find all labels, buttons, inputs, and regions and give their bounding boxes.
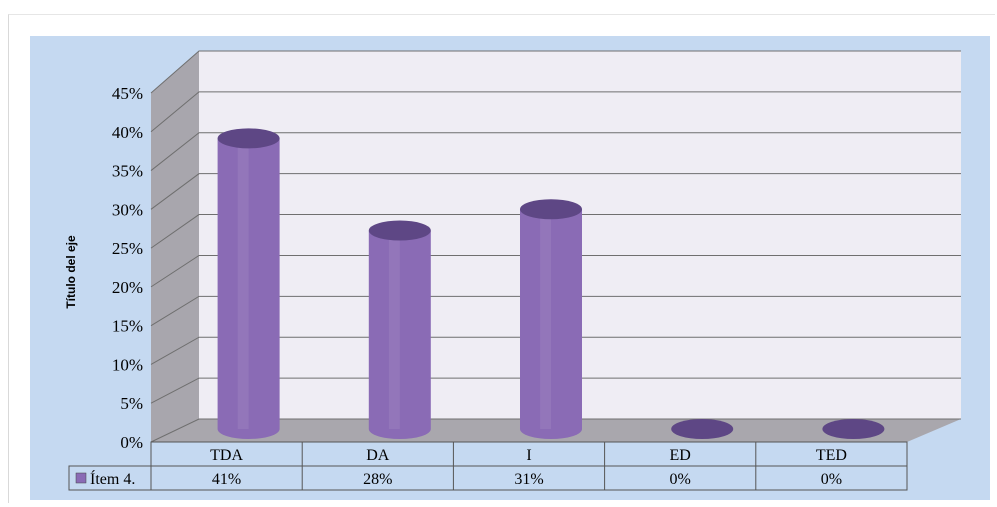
gridline: [150, 91, 961, 133]
bar-ed: [671, 419, 734, 439]
y-tick-label: 35%: [112, 162, 143, 181]
bar-ted: [822, 419, 885, 439]
category-label: ED: [670, 447, 691, 464]
y-tick-label: 45%: [112, 84, 143, 103]
bars: [217, 128, 885, 439]
gridline: [150, 336, 961, 365]
gridline: [150, 418, 961, 443]
bar-body: [217, 138, 280, 439]
chart-frame: 0% 5% 10% 15% 20% 25% 30% 35% 40% 45% Título del …: [8, 14, 995, 503]
category-label: I: [526, 447, 531, 464]
y-tick-label: 30%: [112, 200, 143, 219]
category-label: DA: [366, 447, 390, 464]
data-table-value: 0%: [670, 471, 691, 488]
data-table-value: 41%: [212, 471, 241, 488]
gridline: [150, 50, 961, 94]
bar-body: [520, 209, 582, 439]
bar-tda: [217, 128, 280, 439]
bar-top: [217, 128, 280, 149]
y-tick-label: 25%: [112, 239, 143, 258]
y-tick-label: 15%: [112, 317, 143, 336]
chart-canvas: 0% 5% 10% 15% 20% 25% 30% 35% 40% 45% Título del …: [30, 36, 990, 500]
y-tick-label: 10%: [112, 355, 143, 374]
y-axis-title: Título del eje: [64, 235, 78, 309]
bar-da: [368, 220, 431, 439]
data-table-value: 0%: [821, 471, 842, 488]
gridline: [150, 214, 961, 249]
y-tick-label: 20%: [112, 278, 143, 297]
data-table: TDA 41% DA 28% I 31% ED 0% TED 0% Ítem 4.: [68, 441, 908, 491]
bar-top: [671, 419, 734, 439]
gridline: [150, 377, 961, 404]
y-tick-label: 40%: [112, 123, 143, 142]
bar-highlight: [237, 138, 249, 429]
category-label: TDA: [210, 447, 243, 464]
y-tick-label: 0%: [120, 433, 143, 452]
bar-i: [520, 199, 582, 439]
gridline: [150, 295, 961, 327]
category-label: TED: [816, 447, 847, 464]
bar-highlight: [540, 209, 551, 429]
legend-cell: [68, 465, 152, 491]
data-table-value: 28%: [363, 471, 392, 488]
gridline: [150, 173, 961, 210]
data-table-value: 31%: [514, 471, 543, 488]
legend-swatch: [75, 472, 87, 484]
bar-highlight: [388, 230, 400, 429]
bar-top: [822, 419, 885, 439]
gridline: [150, 132, 961, 171]
gridline: [150, 254, 961, 288]
bar-top: [520, 199, 582, 220]
side-wall: [151, 51, 199, 442]
gridlines: [150, 50, 961, 443]
y-axis-ticks: 0% 5% 10% 15% 20% 25% 30% 35% 40% 45%: [112, 84, 143, 452]
bar-body: [368, 230, 431, 439]
legend-series-name: Ítem 4.: [90, 469, 135, 488]
bar-top: [368, 220, 431, 241]
y-tick-label: 5%: [120, 394, 143, 413]
